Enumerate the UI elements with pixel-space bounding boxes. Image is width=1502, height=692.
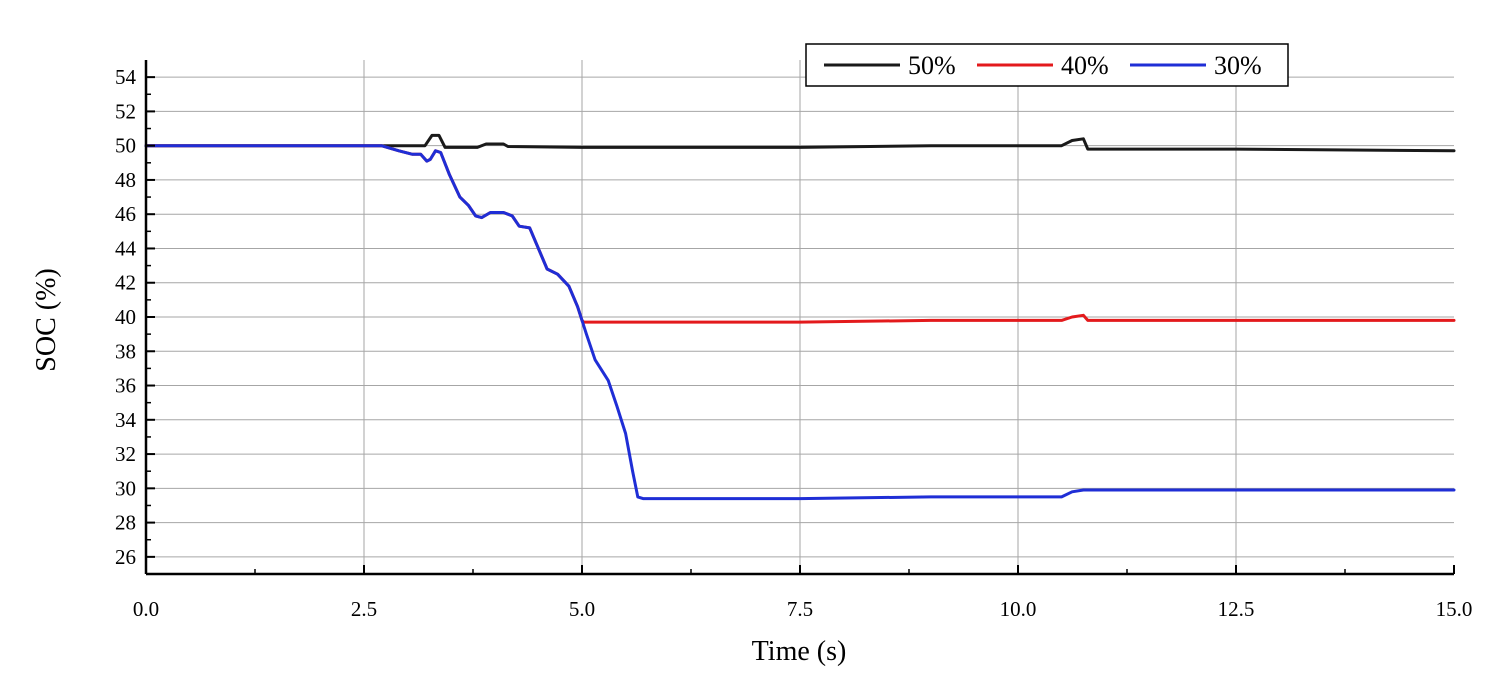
legend-label: 40% <box>1061 51 1109 80</box>
legend-label: 30% <box>1214 51 1262 80</box>
y-tick-label: 30 <box>115 476 136 500</box>
y-tick-label: 38 <box>115 339 136 363</box>
axis-ticks: 0.0 2.5 5.0 7.5 10.0 12.5 15.0 26 28 30 32 34 36 38 40… <box>115 65 1472 621</box>
y-tick-label: 36 <box>115 374 136 398</box>
series-lines <box>144 133 1456 501</box>
y-tick-label: 26 <box>115 545 136 569</box>
y-tick-label: 50 <box>115 134 136 158</box>
gridlines <box>146 60 1454 574</box>
y-tick-label: 48 <box>115 168 136 192</box>
y-tick-label: 42 <box>115 271 136 295</box>
legend-label: 50% <box>908 51 956 80</box>
x-tick-label: 2.5 <box>351 597 377 621</box>
y-tick-label: 54 <box>115 65 137 89</box>
y-tick-label: 28 <box>115 511 136 535</box>
x-tick-label: 7.5 <box>787 597 813 621</box>
x-tick-label: 10.0 <box>1000 597 1037 621</box>
x-tick-label: 15.0 <box>1436 597 1473 621</box>
y-tick-label: 52 <box>115 99 136 123</box>
y-tick-label: 46 <box>115 202 136 226</box>
series-line-30pct <box>144 144 1456 501</box>
y-tick-label: 44 <box>115 236 137 260</box>
x-tick-label: 0.0 <box>133 597 159 621</box>
y-axis-title: SOC (%) <box>31 268 62 371</box>
x-axis-title: Time (s) <box>752 636 847 667</box>
y-tick-label: 34 <box>115 408 137 432</box>
series-line-50pct <box>144 133 1456 153</box>
x-tick-label: 5.0 <box>569 597 595 621</box>
y-tick-label: 40 <box>115 305 136 329</box>
y-tick-label: 32 <box>115 442 136 466</box>
legend: 50% 40% 30% <box>805 43 1289 87</box>
x-tick-label: 12.5 <box>1218 597 1255 621</box>
